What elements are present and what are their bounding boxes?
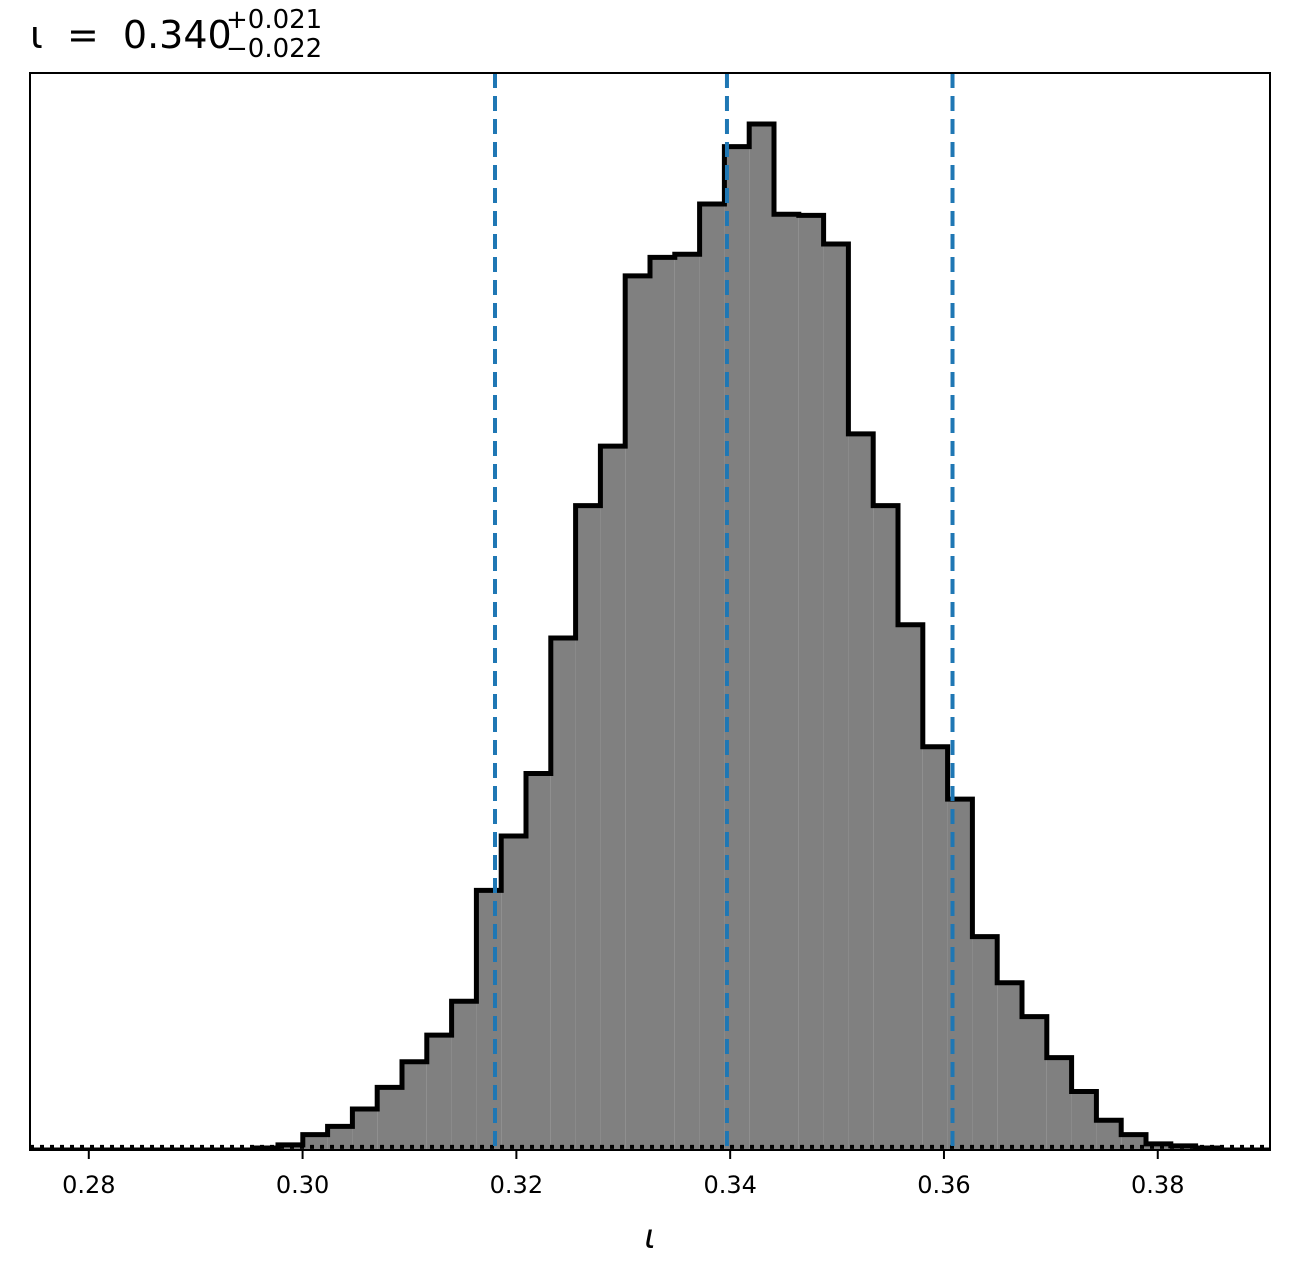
histogram-bar [798, 215, 824, 1150]
histogram-bar [972, 936, 998, 1150]
histogram-bar [451, 1001, 477, 1150]
histogram-bar [327, 1126, 353, 1150]
histogram-bar [848, 433, 874, 1150]
plot-area [29, 72, 1271, 1151]
title-value: 0.340 [123, 13, 232, 57]
x-tick-label: 0.32 [490, 1171, 543, 1199]
x-axis-ticks: 0.28 0.30 0.32 0.34 0.36 0.38 [62, 1150, 1184, 1199]
histogram-bar [625, 275, 650, 1150]
histogram-bar [650, 257, 675, 1150]
histogram-bar [674, 254, 700, 1150]
x-tick-label: 0.36 [917, 1171, 970, 1199]
title-equals: = [67, 13, 99, 57]
histogram-bar [749, 124, 774, 1150]
histogram-bar [377, 1087, 402, 1150]
histogram-bar [501, 836, 526, 1150]
title-upper-error: +0.021 [226, 5, 322, 35]
histogram-bar [699, 204, 725, 1150]
histogram-bar [426, 1035, 452, 1150]
histogram-bar [1046, 1057, 1072, 1150]
histogram-bar [922, 746, 948, 1150]
axes-frame [29, 72, 1271, 1151]
histogram-bar [402, 1061, 427, 1150]
title-lower-error: −0.022 [226, 34, 322, 64]
histogram-bar [774, 214, 799, 1150]
histogram-bar [1146, 1143, 1171, 1150]
histogram-bar [526, 773, 551, 1150]
x-axis-label: ι [644, 1217, 656, 1257]
histogram-outline [30, 121, 1270, 1150]
x-tick-label: 0.30 [276, 1171, 329, 1199]
histogram-bar [997, 982, 1022, 1150]
histogram-bar [600, 446, 626, 1150]
svg-text:ι = 0.340: ι = 0.340 [30, 13, 232, 57]
histogram-bar [898, 624, 923, 1150]
histogram-bar [823, 244, 849, 1150]
histogram-group [30, 73, 1270, 1150]
histogram-bar [550, 638, 576, 1150]
histogram-bar [1022, 1016, 1047, 1150]
title-symbol: ι [30, 13, 43, 57]
histogram-bar [1121, 1134, 1146, 1150]
x-tick-label: 0.28 [62, 1171, 115, 1199]
histogram-bar [352, 1108, 378, 1150]
histogram-bar [575, 505, 601, 1150]
x-tick-label: 0.38 [1131, 1171, 1184, 1199]
histogram-bar [1071, 1091, 1097, 1150]
histogram-bar [873, 505, 898, 1150]
chart-title: ι = 0.340 +0.021 −0.022 [30, 5, 322, 64]
histogram-bar [476, 890, 502, 1150]
x-tick-label: 0.34 [703, 1171, 756, 1199]
